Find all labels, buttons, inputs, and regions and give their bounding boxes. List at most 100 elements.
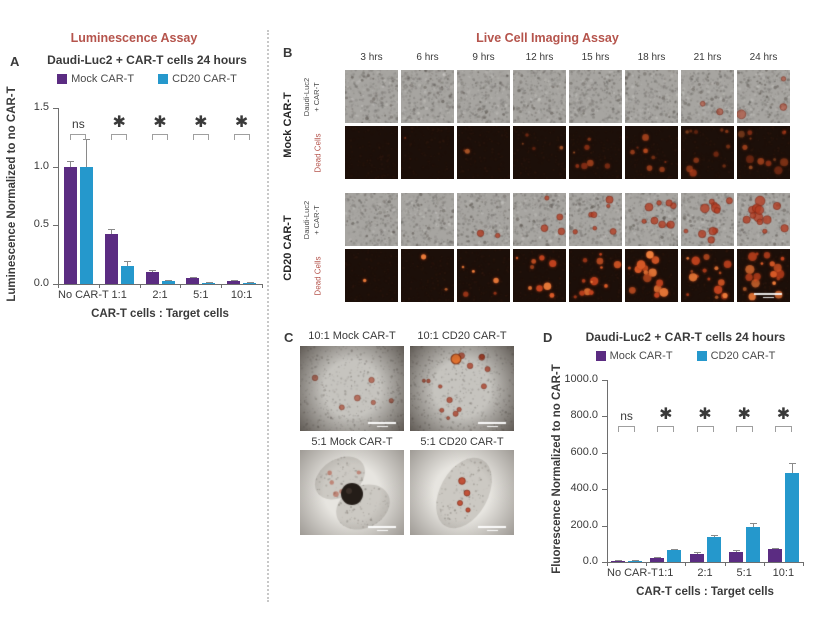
sig-bracket-top [192, 133, 209, 135]
sig-label: ✱ [112, 113, 126, 131]
timepoint-label: 6 hrs [416, 52, 439, 63]
error-bar-cap [124, 261, 132, 263]
sig-bracket-right [85, 133, 87, 140]
sig-bracket-left [111, 133, 113, 140]
sig-bracket-right [126, 133, 128, 140]
micrograph-tile [513, 249, 566, 302]
x-category-label: 2:1 [152, 289, 168, 301]
error-bar-cap [230, 280, 238, 282]
bar [628, 560, 643, 562]
timepoint-label: 24 hrs [749, 52, 778, 63]
sig-bracket-right [790, 426, 792, 433]
group-label: CD20 CAR-T [282, 214, 294, 281]
error-bar-whisker [70, 160, 72, 167]
daudi-carT-row-label: Daudi-Luc2 + CAR-T [302, 200, 321, 239]
micrograph-tile [737, 193, 790, 246]
x-axis-tick [646, 562, 648, 566]
x-axis-tick [262, 284, 263, 288]
y-axis-tick [53, 108, 58, 109]
bar [227, 281, 241, 284]
error-bar-cap [788, 462, 796, 464]
y-tick-label: 1.5 [33, 101, 49, 113]
error-bar-cap [246, 282, 254, 283]
error-bar-cap [671, 549, 679, 551]
sig-bracket-right [248, 133, 250, 140]
y-tick-label: 0.5 [33, 218, 49, 231]
micrograph-tile [681, 126, 734, 179]
legend-label: CD20 CAR-T [172, 73, 237, 85]
x-axis-tick [221, 284, 223, 288]
sig-bracket-top [618, 426, 636, 428]
micrograph-tile [345, 70, 398, 123]
error-bar-cap [149, 269, 156, 271]
bar [745, 527, 760, 562]
sig-bracket-top [657, 426, 675, 428]
x-axis-tick [98, 284, 100, 288]
y-axis-line [58, 108, 59, 284]
micrograph-tile [513, 70, 566, 123]
sig-label: ✱ [737, 406, 751, 424]
y-axis-tick [53, 284, 58, 285]
y-axis-tick [602, 525, 607, 527]
micrograph-tile [625, 126, 678, 179]
y-tick-label: 200.0 [570, 518, 598, 531]
luminescence-bar-chart: 0.0 0.5 1.0 1.5 Luminescence Normalized to n… [0, 86, 268, 336]
error-bar-cap [83, 138, 91, 140]
micrograph-tile [569, 126, 622, 179]
y-axis-tick [602, 452, 607, 454]
sig-bracket-right [712, 426, 714, 433]
error-bar-cap [693, 552, 701, 554]
sig-bracket-left [657, 426, 659, 433]
section-title-live-imaging: Live Cell Imaging Assay [476, 31, 619, 45]
micrograph-tile [569, 70, 622, 123]
bar [667, 550, 682, 562]
micrograph-tile [569, 249, 622, 302]
y-axis-tick [602, 562, 607, 563]
snapshot-title: 5:1 Mock CAR-T [311, 436, 393, 448]
error-bar-whisker [791, 462, 793, 473]
error-bar-whisker [752, 522, 754, 528]
x-axis-line [607, 562, 804, 563]
x-axis-tick [180, 284, 182, 288]
error-bar-cap [615, 560, 623, 561]
micrograph-tile [401, 126, 454, 179]
panel-a-legend: Mock CAR-T CD20 CAR-T [26, 73, 268, 85]
timepoint-label: 12 hrs [525, 52, 554, 63]
x-axis-tick [724, 562, 726, 566]
micrograph-tile [625, 193, 678, 246]
y-axis-tick [53, 225, 58, 227]
sig-bracket-left [70, 133, 72, 140]
y-tick-label: 1.0 [33, 159, 49, 172]
micrograph-tile [737, 70, 790, 123]
legend-swatch [158, 74, 169, 84]
legend-item: CD20 CAR-T [696, 350, 775, 362]
sig-bracket-left [696, 426, 698, 433]
timepoint-label: 18 hrs [637, 52, 666, 63]
micrograph-tile [457, 249, 510, 302]
bar [784, 472, 799, 562]
bar [120, 266, 134, 284]
micrograph-tile [681, 70, 734, 123]
bar [63, 166, 77, 284]
bar [650, 557, 665, 562]
sig-label: ✱ [659, 406, 673, 424]
bar [186, 278, 200, 284]
panel-d-legend: Mock CAR-T CD20 CAR-T [558, 350, 813, 362]
panel-c-letter: C [284, 330, 294, 345]
micrograph-tile [681, 249, 734, 302]
snapshot-title: 10:1 Mock CAR-T [308, 330, 396, 342]
legend-label: Mock CAR-T [609, 350, 673, 362]
snapshot-title: 5:1 CD20 CAR-T [420, 436, 504, 448]
x-category-label: 5:1 [193, 289, 209, 301]
x-axis-line [58, 284, 263, 285]
error-bar-cap [165, 279, 172, 281]
panel-a-chart-title: Daudi-Luc2 + CAR-T cells 24 hours [47, 53, 247, 67]
x-category-label: 1:1 [111, 289, 127, 301]
x-category-label: 10:1 [230, 289, 253, 301]
panel-b-letter: B [283, 45, 293, 60]
sig-bracket-top [70, 133, 87, 135]
timepoint-label: 15 hrs [581, 52, 610, 63]
y-axis-tick [602, 489, 607, 491]
micrograph-tile [513, 126, 566, 179]
